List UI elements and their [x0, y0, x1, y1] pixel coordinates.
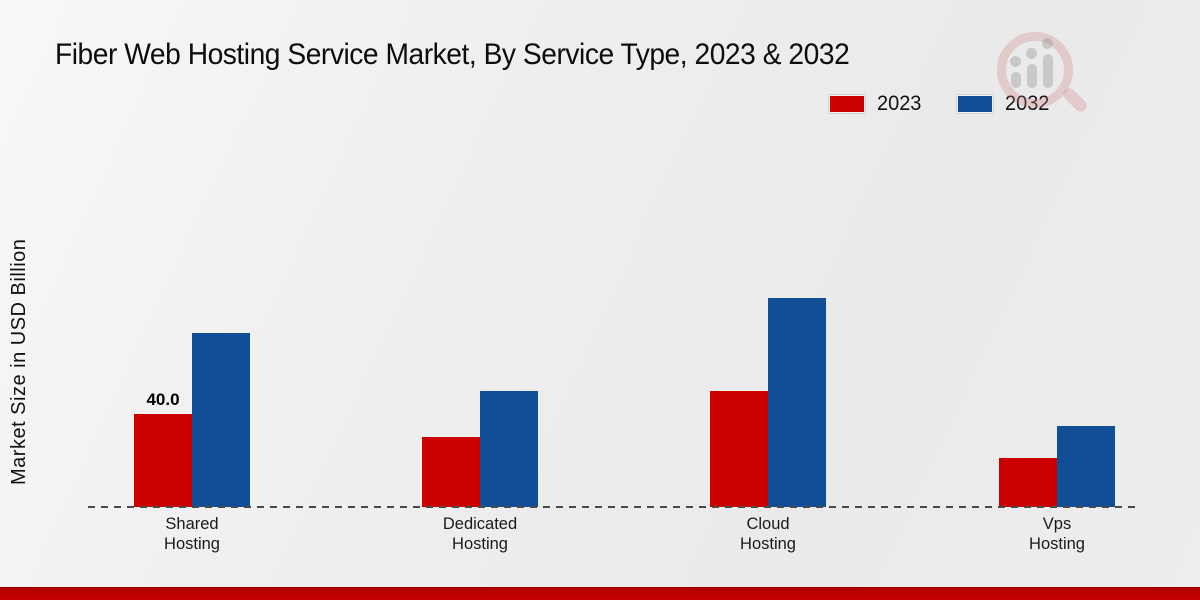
x-tick-label-vps-hosting: Vps Hosting	[1029, 514, 1085, 553]
bar-2032-vps-hosting	[1057, 426, 1115, 507]
logo-dot-icon	[1010, 56, 1021, 67]
logo-bar-icon	[1027, 64, 1037, 88]
x-axis-baseline	[88, 506, 1138, 508]
logo-dot-icon	[1042, 38, 1053, 49]
x-tick-label-cloud-hosting: Cloud Hosting	[740, 514, 796, 553]
logo-lens-handle	[1060, 85, 1090, 115]
chart-title: Fiber Web Hosting Service Market, By Ser…	[55, 38, 850, 71]
footer-red-band	[0, 587, 1200, 600]
logo-bar-icon	[1043, 54, 1053, 88]
bar-2023-vps-hosting	[999, 458, 1057, 507]
bar-2032-shared-hosting	[192, 333, 250, 507]
legend-item-2023: 2023	[828, 92, 924, 116]
legend-swatch-2032	[957, 95, 994, 113]
logo-dot-icon	[1026, 48, 1037, 59]
x-tick-label-dedicated-hosting: Dedicated Hosting	[442, 514, 518, 553]
bar-2023-cloud-hosting	[710, 391, 768, 507]
bar-2032-cloud-hosting	[768, 298, 826, 507]
logo-lens-ring	[997, 32, 1073, 108]
data-label-2023-shared-hosting: 40.0	[146, 390, 180, 409]
bar-2023-dedicated-hosting	[422, 437, 480, 507]
bar-2023-shared-hosting	[134, 414, 192, 507]
legend-label-2023: 2023	[876, 92, 921, 115]
legend-swatch-2023	[828, 95, 865, 113]
magnifier-bar-chart-logo-icon	[995, 28, 1095, 123]
logo-bar-icon	[1011, 72, 1021, 88]
bar-2032-dedicated-hosting	[480, 391, 538, 507]
x-tick-label-shared-hosting: Shared Hosting	[164, 514, 220, 553]
